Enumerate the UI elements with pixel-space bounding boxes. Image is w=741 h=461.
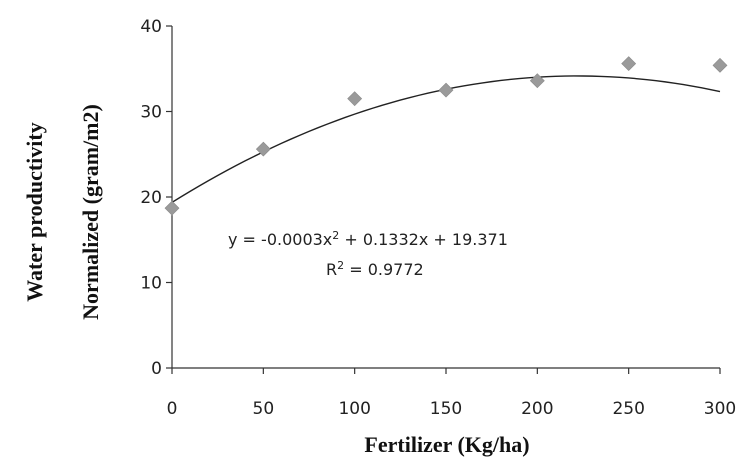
- x-axis-title: Fertilizer (Kg/ha): [364, 432, 529, 457]
- x-tick-label: 0: [167, 399, 178, 419]
- x-tick-label: 200: [521, 399, 553, 419]
- x-tick-label: 50: [253, 399, 275, 419]
- y-tick-label: 10: [140, 274, 162, 294]
- y-axis-title-line2: Normalized (gram/m2): [78, 104, 103, 320]
- y-tick-label: 40: [140, 17, 162, 37]
- data-point: [347, 91, 363, 107]
- y-axis-title-line1: Water productivity: [22, 122, 47, 301]
- r-squared-label: R2 = 0.9772: [326, 259, 424, 280]
- x-tick-label: 250: [612, 399, 644, 419]
- y-tick-label: 30: [140, 103, 162, 123]
- y-tick-label: 0: [151, 359, 162, 379]
- tick-labels: 0 10 20 30 40 0 50 100 150 200 250 300: [140, 17, 736, 419]
- data-point: [529, 73, 545, 89]
- axes: [166, 25, 721, 374]
- data-point: [621, 56, 637, 72]
- x-tick-label: 300: [704, 399, 736, 419]
- data-point: [255, 141, 271, 157]
- y-tick-label: 20: [140, 188, 162, 208]
- data-point: [712, 57, 728, 73]
- data-points: [164, 56, 728, 216]
- data-point: [438, 82, 454, 98]
- data-point: [164, 200, 180, 216]
- trendline-equation: y = -0.0003x2 + 0.1332x + 19.371: [228, 229, 508, 250]
- x-tick-label: 150: [430, 399, 462, 419]
- x-tick-label: 100: [338, 399, 370, 419]
